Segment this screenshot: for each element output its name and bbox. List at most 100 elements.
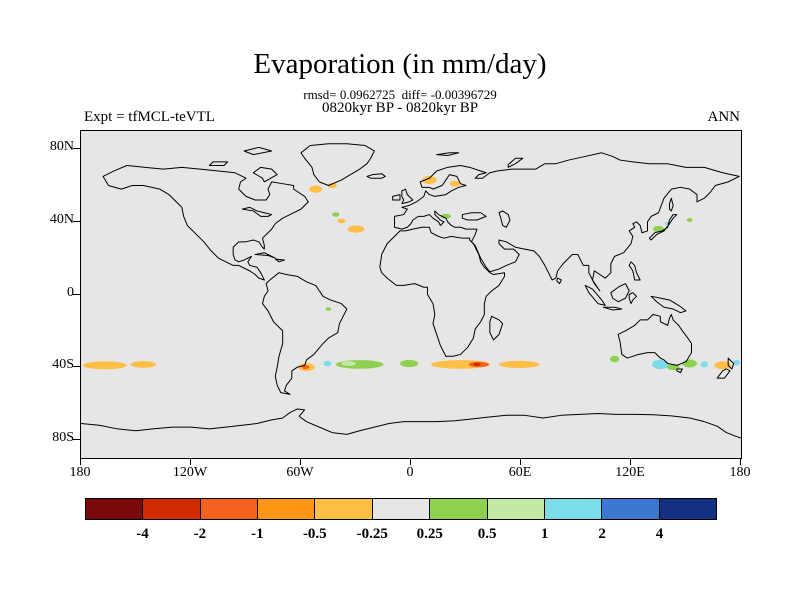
anomaly-patch — [341, 361, 356, 366]
anomaly-patch — [700, 361, 708, 368]
coastline — [103, 166, 308, 280]
anomaly-patch — [325, 307, 332, 311]
colorbar-cell — [257, 499, 315, 519]
coastline — [611, 284, 629, 302]
lon-tick-mark — [410, 458, 411, 465]
anomaly-patch — [130, 361, 157, 368]
anomaly-patch — [323, 360, 332, 367]
colorbar-cell — [601, 499, 659, 519]
coastline — [244, 147, 272, 154]
colorbar-tick-label: 1 — [540, 526, 549, 542]
lon-tick-mark — [630, 458, 631, 465]
anomaly-patch — [686, 218, 693, 223]
lat-tick-label: 80S — [52, 429, 74, 445]
colorbar-cell — [371, 499, 430, 519]
lat-tick-mark — [73, 148, 80, 150]
chart-title: Evaporation (in mm/day) — [253, 48, 547, 80]
coastline — [380, 227, 505, 356]
colorbar-cell — [486, 499, 544, 519]
season-label: ANN — [707, 109, 741, 125]
coastline — [618, 314, 691, 365]
comparison-subtitle: 0820kyr BP - 0820kyr BP — [321, 100, 479, 116]
anomaly-patch — [440, 213, 451, 219]
coastline — [677, 369, 683, 373]
colorbar — [85, 498, 717, 520]
anomaly-patch — [473, 362, 481, 367]
anomaly-patch — [82, 361, 127, 370]
lon-tick-label: 120W — [172, 465, 208, 480]
coastline — [499, 211, 510, 227]
lon-tick-label: 180 — [69, 465, 91, 480]
coastline — [670, 198, 674, 211]
lon-tick-label: 180 — [729, 465, 751, 480]
colorbar-cell — [86, 499, 143, 519]
lon-tick-mark — [80, 458, 81, 465]
lon-tick-mark — [740, 458, 741, 465]
anomaly-patch — [332, 212, 340, 217]
coastline — [437, 153, 459, 156]
anomaly-patch — [609, 355, 620, 363]
coastline — [508, 158, 523, 167]
coastline — [395, 153, 740, 291]
lat-tick-mark — [73, 220, 80, 222]
coastline — [717, 369, 730, 378]
lat-tick-mark — [73, 438, 80, 440]
colorbar-tick-label: -2 — [193, 526, 207, 542]
colorbar-tick-label: -0.5 — [302, 526, 327, 542]
colorbar-cell — [429, 499, 487, 519]
colorbar-tick-label: 2 — [598, 526, 606, 542]
anomaly-patch — [652, 359, 669, 370]
coastline — [557, 278, 562, 283]
lon-tick-label: 120E — [615, 465, 645, 480]
experiment-label: Expt = tfMCL-teVTL — [84, 109, 215, 125]
lon-tick-mark — [190, 458, 191, 465]
coastline — [263, 273, 347, 395]
coastline — [253, 167, 277, 182]
colorbar-cell — [314, 499, 372, 519]
anomaly-patch — [309, 185, 323, 193]
coastline — [604, 307, 622, 310]
coastline — [242, 207, 271, 216]
anomaly-patch — [301, 365, 310, 370]
lon-tick-mark — [520, 458, 521, 465]
map-canvas — [81, 131, 741, 458]
coastline — [301, 144, 374, 186]
anomaly-patch — [732, 359, 741, 366]
colorbar-cell — [142, 499, 200, 519]
lon-tick-label: 0 — [406, 465, 414, 480]
stats-line: rmsd= 0.0962725 diff= -0.00396729 — [303, 87, 497, 102]
coastline — [649, 215, 677, 240]
lat-tick-label: 80N — [49, 139, 74, 155]
colorbar-tick-label: -1 — [251, 526, 264, 542]
colorbar-tick-label: -4 — [136, 526, 149, 542]
coastline — [367, 174, 385, 179]
lat-tick-label: 0 — [67, 284, 74, 300]
lat-tick-label: 40S — [52, 357, 74, 373]
coastline — [728, 358, 734, 369]
anomaly-patch — [422, 176, 437, 185]
coastline — [462, 213, 486, 220]
coastline — [629, 293, 636, 304]
anomaly-patch — [682, 359, 697, 368]
lat-tick-label: 40N — [49, 211, 74, 227]
coastline — [393, 195, 400, 200]
colorbar-tick-label: 4 — [655, 526, 664, 542]
coastline — [81, 409, 741, 438]
lat-tick-mark — [73, 366, 80, 368]
coastline — [651, 296, 686, 312]
colorbar-cell — [543, 499, 602, 519]
coastline — [585, 285, 605, 305]
anomaly-patch — [327, 182, 337, 189]
coastline — [402, 189, 413, 204]
coastline — [629, 262, 640, 280]
lon-tick-label: 60W — [286, 465, 314, 480]
colorbar-tick-label: 0.25 — [416, 526, 443, 542]
coastline — [209, 162, 227, 166]
lat-tick-mark — [73, 293, 80, 295]
anomaly-patch — [499, 360, 540, 369]
colorbar-cell — [658, 499, 716, 519]
anomaly-patch — [347, 225, 365, 233]
colorbar-tick-label: 0.5 — [477, 526, 497, 542]
lon-tick-mark — [300, 458, 301, 465]
